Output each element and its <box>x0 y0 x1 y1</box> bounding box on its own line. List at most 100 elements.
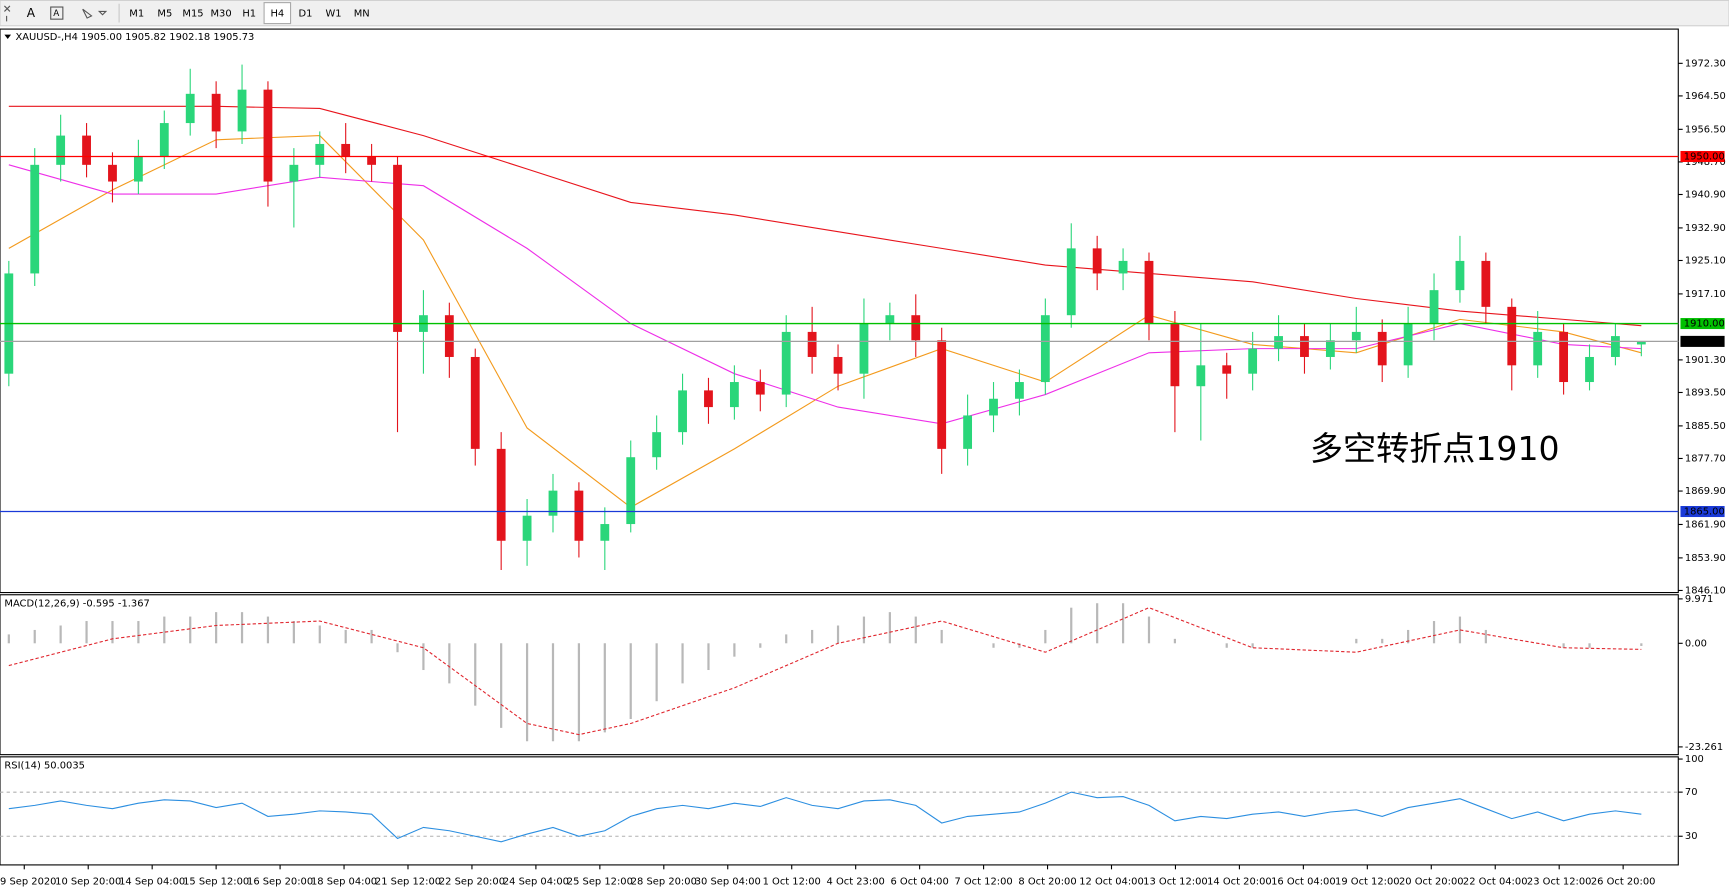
candle-body <box>237 89 247 132</box>
shapes-icon[interactable] <box>82 8 108 19</box>
candle-body <box>885 315 895 324</box>
candle-body <box>496 448 506 541</box>
x-tick-label: 15 Sep 12:00 <box>183 876 249 887</box>
timeframe-button[interactable]: MN <box>354 9 370 20</box>
candle-body <box>1351 331 1361 341</box>
timeframe-buttons: M1 M5 M15 M30 H1 H4 D1 W1 MN <box>129 2 370 25</box>
candle-body <box>1507 306 1517 366</box>
x-tick-label: 19 Oct 12:00 <box>1335 876 1400 887</box>
timeframe-button[interactable]: W1 <box>326 9 342 20</box>
candle-body <box>1040 315 1050 383</box>
timeframe-button[interactable]: D1 <box>298 9 312 20</box>
price-level-label: 1910.00 <box>1684 319 1725 330</box>
candle-body <box>626 457 636 525</box>
price-level-tag <box>1680 335 1725 347</box>
candle-body <box>1066 248 1076 316</box>
y-tick-label: 1956.50 <box>1685 124 1726 135</box>
candle-body <box>315 143 325 165</box>
candle-body <box>367 156 377 165</box>
candle-body <box>729 382 739 408</box>
x-tick-label: 6 Oct 04:00 <box>890 876 948 887</box>
x-tick-label: 7 Oct 12:00 <box>954 876 1012 887</box>
candle-body <box>1559 331 1569 383</box>
y-tick-label: 1846.10 <box>1685 585 1726 596</box>
rsi-title: RSI(14) 50.0035 <box>4 761 85 772</box>
price-level-label: 1950.00 <box>1684 151 1725 162</box>
candle-body <box>652 432 662 458</box>
x-tick-label: 1 Oct 12:00 <box>763 876 821 887</box>
x-tick-label: 14 Oct 20:00 <box>1207 876 1272 887</box>
rsi-line <box>8 791 1642 843</box>
candle-body <box>1403 323 1413 366</box>
candle-body <box>341 143 351 157</box>
candle-body <box>1533 331 1543 366</box>
toolbar <box>0 0 1729 27</box>
y-tick-label: 1885.50 <box>1685 421 1726 432</box>
candle-body <box>833 356 843 374</box>
price-level-label: 1865.00 <box>1684 507 1725 518</box>
candle-body <box>600 524 610 541</box>
macd-panel <box>0 594 1679 756</box>
annotation: 多空转折点1910 <box>1310 429 1560 468</box>
timeframe-button[interactable]: M5 <box>157 9 172 20</box>
timeframe-button[interactable]: H1 <box>242 9 256 20</box>
text-label-icon[interactable] <box>50 6 64 20</box>
x-tick-label: 13 Oct 12:00 <box>1143 876 1208 887</box>
moving-average <box>8 164 1642 425</box>
timeframe-button[interactable]: H4 <box>270 9 284 20</box>
active-button <box>263 2 292 25</box>
candle-body <box>859 323 869 374</box>
candle-body <box>704 390 713 408</box>
y-tick-label: 0.00 <box>1685 638 1707 649</box>
y-tick-label: 1940.90 <box>1685 189 1726 200</box>
candle-body <box>1248 348 1258 374</box>
timeframe-button[interactable]: M15 <box>182 9 203 20</box>
x-tick-label: 9 Sep 2020 <box>0 876 56 887</box>
y-tick-label: 1917.10 <box>1685 289 1726 300</box>
price-level-tag <box>1680 506 1725 518</box>
moving-average <box>8 105 1642 327</box>
crosshair-icon[interactable] <box>4 5 11 22</box>
timeframe-button[interactable]: M1 <box>129 9 144 20</box>
text-tool-button[interactable]: A <box>27 6 36 20</box>
candle-body <box>937 340 947 449</box>
candle-body <box>108 164 117 182</box>
x-tick-label: 8 Oct 20:00 <box>1018 876 1076 887</box>
x-tick-label: 22 Sep 20:00 <box>439 876 505 887</box>
candle-body <box>289 164 299 182</box>
timeframe-button[interactable]: M30 <box>211 9 232 20</box>
candle-body <box>1274 336 1283 349</box>
candle-body <box>444 315 454 357</box>
candle-body <box>1325 340 1335 357</box>
price-level-label: 1905.73 <box>1684 336 1725 347</box>
y-tick-label: 1861.90 <box>1685 519 1726 530</box>
candle-body <box>755 382 765 395</box>
candle-body <box>574 490 584 541</box>
y-tick-label: 1964.50 <box>1685 91 1726 102</box>
y-tick-label: 1948.70 <box>1685 157 1726 168</box>
price-panel <box>0 28 1679 594</box>
macd-title: MACD(12,26,9) -0.595 -1.367 <box>4 599 149 610</box>
candle-body <box>185 93 195 124</box>
title-arrow <box>4 34 12 40</box>
candle-body <box>1377 331 1387 366</box>
candle-body <box>1585 356 1594 383</box>
x-tick-label: 14 Sep 04:00 <box>119 876 185 887</box>
candle-body <box>82 135 91 165</box>
x-tick-label: 30 Sep 04:00 <box>695 876 761 887</box>
y-tick-label: 30 <box>1685 831 1698 842</box>
x-tick-label: 22 Oct 04:00 <box>1463 876 1528 887</box>
y-tick-label: 1869.90 <box>1685 486 1726 497</box>
x-tick-label: 24 Sep 04:00 <box>503 876 569 887</box>
candle-body <box>1092 248 1102 274</box>
candle-body <box>678 390 687 433</box>
candle-body <box>522 515 532 541</box>
candle-body <box>807 331 817 357</box>
rsi-panel <box>0 756 1679 866</box>
price-level-tag <box>1680 318 1725 330</box>
candle-body <box>30 164 40 274</box>
x-tick-label: 21 Sep 12:00 <box>375 876 441 887</box>
candle-body <box>1196 365 1206 387</box>
